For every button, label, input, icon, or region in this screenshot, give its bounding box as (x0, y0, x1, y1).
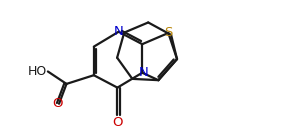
Text: O: O (112, 116, 123, 129)
Text: S: S (164, 26, 172, 39)
Text: N: N (114, 25, 123, 38)
Text: HO: HO (27, 65, 46, 78)
Text: O: O (53, 97, 63, 110)
Text: N: N (139, 66, 148, 79)
